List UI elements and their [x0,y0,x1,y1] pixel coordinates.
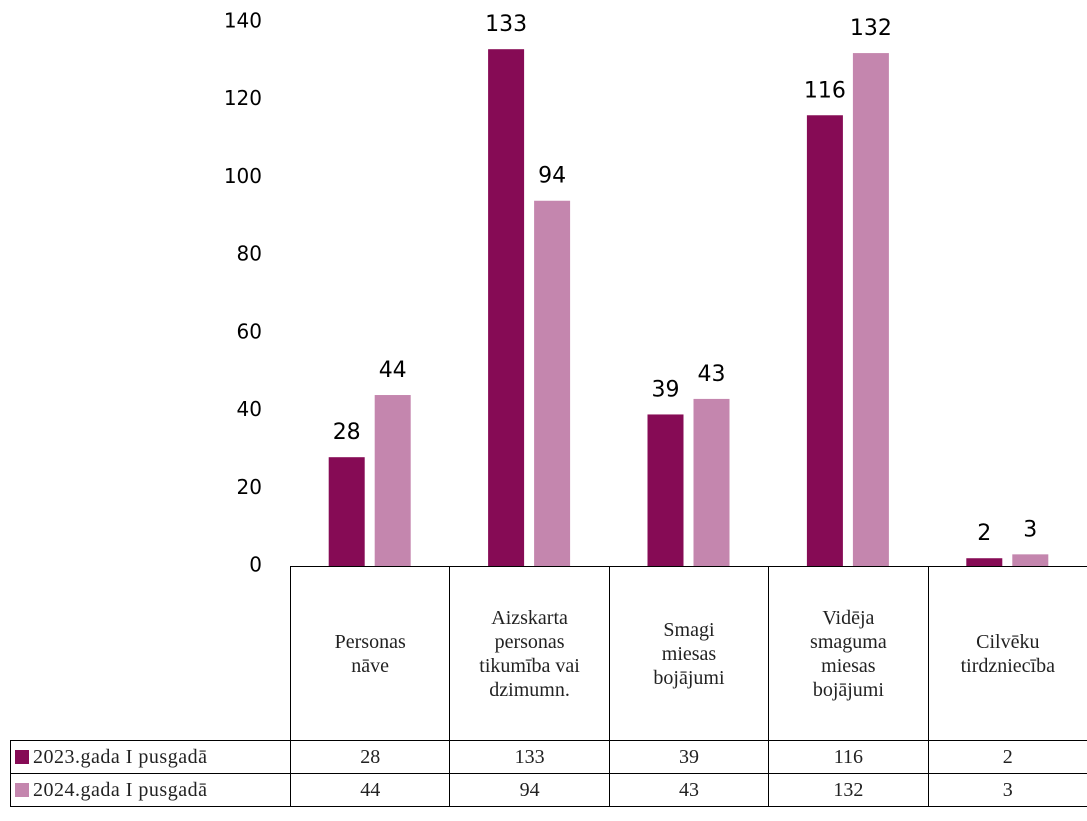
bar [647,414,684,566]
x-tick-label: Vidēja smaguma miesas bojājumi [810,606,887,701]
y-tick-label: 60 [237,319,262,343]
category-cell: Vidēja smaguma miesas bojājumi [768,566,929,741]
category-cell: Personas nāve [290,566,451,741]
data-label: 132 [850,16,892,41]
data-label: 133 [485,12,527,37]
table-value: 116 [768,740,929,774]
bar [328,457,365,566]
category-cell: Cilvēku tirdzniecība [927,566,1087,741]
table-value: 2 [927,740,1087,774]
data-label: 94 [538,164,566,189]
x-tick-label: Smagi miesas bojājumi [653,618,725,689]
table-value: 39 [608,740,770,774]
y-tick-label: 0 [249,553,262,577]
data-label: 39 [652,377,680,402]
legend-label: 2024.gada I pusgadā [33,779,208,801]
table-value: 132 [768,773,929,807]
table-value: 44 [290,773,451,807]
y-tick-label: 140 [224,9,262,33]
bar [488,49,525,566]
legend-label: 2023.gada I pusgadā [33,746,208,768]
data-label: 2 [977,521,991,546]
bar [852,53,889,567]
x-tick-label: Personas nāve [334,630,406,677]
bar [534,200,571,566]
data-label: 3 [1023,517,1037,542]
bar [806,115,843,566]
data-label: 116 [804,78,846,103]
category-cell: Aizskarta personas tikumība vai dzimumn. [449,566,610,741]
legend-cell: 2024.gada I pusgadā [10,773,291,807]
legend-swatch [15,750,29,764]
table-value: 133 [449,740,610,774]
y-tick-label: 80 [237,242,262,266]
table-value: 43 [608,773,770,807]
bar [693,398,730,566]
table-value: 28 [290,740,451,774]
category-cell: Smagi miesas bojājumi [608,566,770,741]
bar [374,395,411,566]
y-tick-label: 120 [224,86,262,110]
legend-cell: 2023.gada I pusgadā [10,740,291,774]
table-value: 3 [927,773,1087,807]
legend-swatch [15,783,29,797]
data-label: 43 [698,362,726,387]
data-label: 28 [333,420,361,445]
bar [1012,554,1049,566]
x-tick-label: Aizskarta personas tikumība vai dzimumn. [479,606,580,701]
x-tick-label: Cilvēku tirdzniecība [960,630,1055,677]
data-label: 44 [379,358,407,383]
y-tick-label: 20 [237,475,262,499]
table-value: 94 [449,773,610,807]
y-tick-label: 40 [237,397,262,421]
bar [966,558,1003,566]
y-tick-label: 100 [224,164,262,188]
